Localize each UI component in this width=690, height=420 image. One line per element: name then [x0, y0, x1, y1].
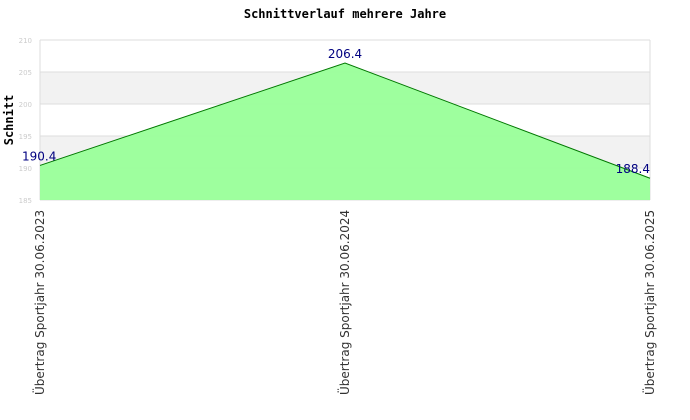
y-tick-label: 205	[19, 69, 32, 77]
value-label: 206.4	[328, 47, 362, 61]
x-tick-label: Übertrag Sportjahr 30.06.2023	[31, 210, 47, 395]
area	[40, 63, 650, 200]
line	[39, 62, 651, 179]
chart-title: Schnittverlauf mehrere Jahre	[244, 7, 446, 21]
y-tick-label: 190	[19, 165, 32, 173]
y-axis-label: Schnitt	[2, 95, 16, 146]
y-tick-label: 195	[19, 133, 32, 141]
y-tick-label: 210	[19, 37, 32, 45]
value-label: 190.4	[22, 149, 56, 163]
x-tick-label: Übertrag Sportjahr 30.06.2024	[336, 210, 352, 395]
value-label: 188.4	[616, 162, 650, 176]
y-tick-label: 200	[19, 101, 32, 109]
x-tick-label: Übertrag Sportjahr 30.06.2025	[641, 210, 657, 395]
y-tick-label: 185	[19, 197, 32, 205]
